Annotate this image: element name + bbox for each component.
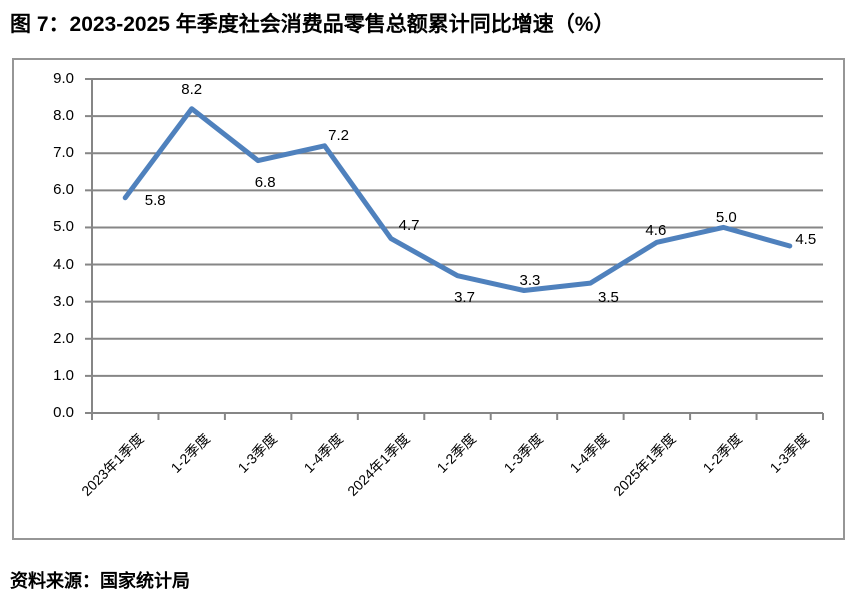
chart-frame [12, 58, 845, 540]
source-note: 资料来源：国家统计局 [10, 571, 190, 591]
chart-title: 图 7：2023-2025 年季度社会消费品零售总额累计同比增速（%） [10, 13, 615, 36]
